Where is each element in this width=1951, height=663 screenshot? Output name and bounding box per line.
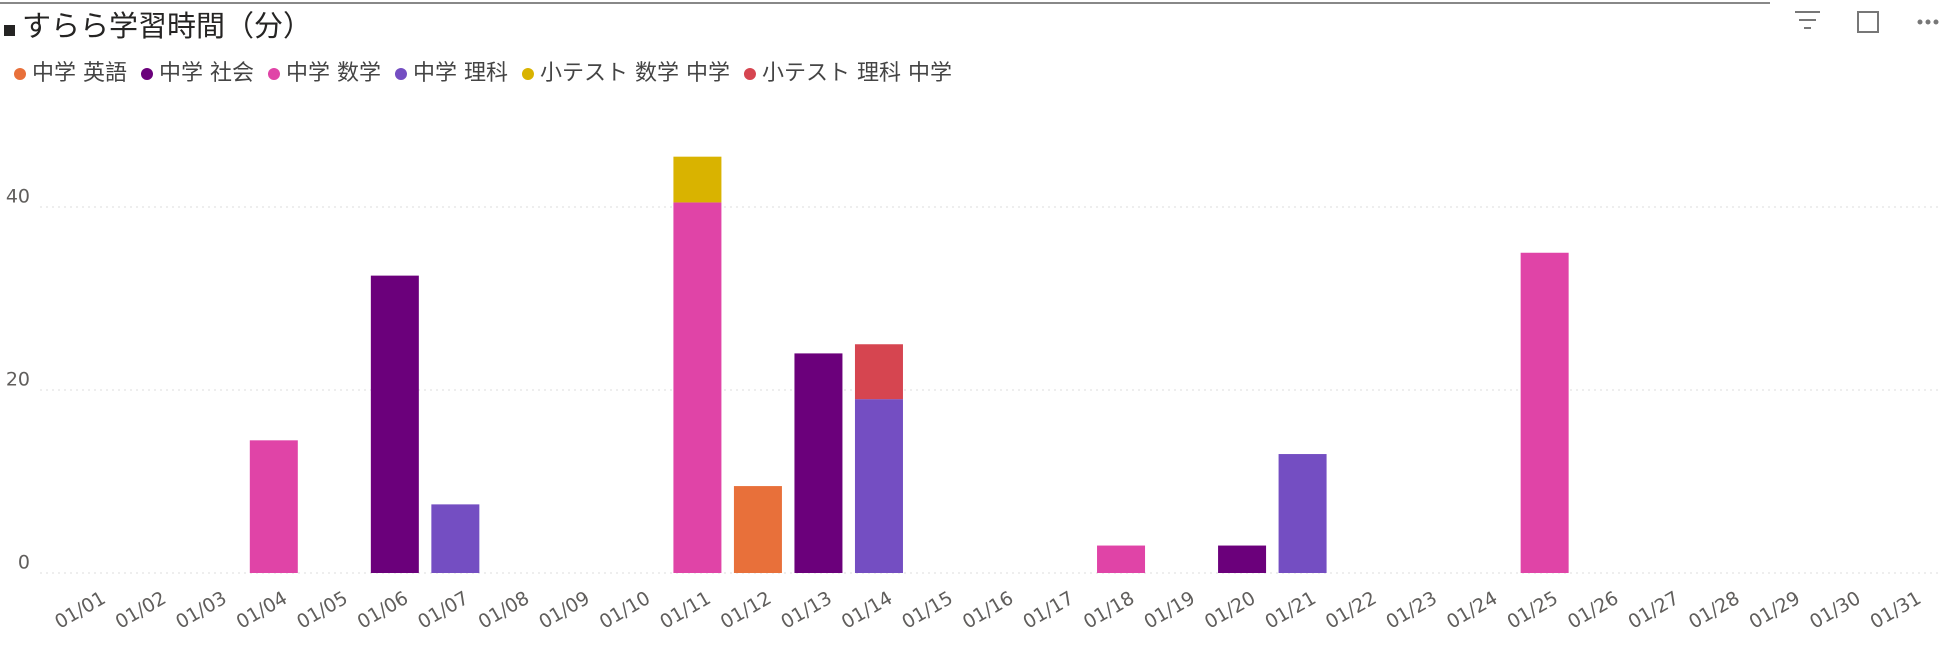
x-tick-label: 01/07 <box>414 587 472 633</box>
legend-label: 中学 英語 <box>32 61 127 86</box>
x-tick-label: 01/16 <box>959 587 1017 633</box>
x-tick-label: 01/24 <box>1443 587 1501 633</box>
x-tick-label: 01/19 <box>1140 587 1198 633</box>
y-tick-label: 40 <box>6 186 30 208</box>
legend-label: 中学 理科 <box>413 61 508 86</box>
bar-segment <box>249 440 298 573</box>
header-icons[interactable] <box>1795 11 1939 33</box>
bar-segment <box>1218 545 1267 573</box>
x-tick-label: 01/12 <box>717 587 775 633</box>
bar-segment <box>1520 252 1569 573</box>
bar-segment <box>733 486 782 573</box>
x-tick-label: 01/29 <box>1746 587 1804 633</box>
x-tick-label: 01/01 <box>51 587 109 633</box>
x-tick-label: 01/11 <box>656 587 714 633</box>
legend-marker <box>140 68 153 80</box>
x-tick-label: 01/23 <box>1382 587 1440 633</box>
x-tick-label: 01/20 <box>1201 587 1259 633</box>
bar-segment <box>794 353 843 573</box>
x-tick-label: 01/18 <box>1080 587 1138 633</box>
x-tick-label: 01/09 <box>535 587 593 633</box>
x-tick-label: 01/10 <box>596 587 654 633</box>
x-tick-label: 01/31 <box>1867 587 1925 633</box>
bar-segment <box>673 202 722 574</box>
x-tick-label: 01/13 <box>777 587 835 633</box>
title-icon <box>4 25 15 36</box>
legend-marker <box>394 68 407 80</box>
x-tick-label: 01/25 <box>1503 587 1561 633</box>
x-tick-label: 01/15 <box>898 587 956 633</box>
y-tick-label: 0 <box>18 552 30 574</box>
bar-segment <box>431 504 480 573</box>
legend-marker <box>521 68 534 80</box>
legend-label: 中学 社会 <box>159 61 254 86</box>
x-tick-label: 01/04 <box>233 587 291 633</box>
bar-segment <box>1278 454 1327 573</box>
x-tick-label: 01/02 <box>112 587 170 633</box>
legend-marker <box>267 68 280 80</box>
x-tick-label: 01/06 <box>354 587 412 633</box>
x-tick-label: 01/28 <box>1685 587 1743 633</box>
bar-segment <box>854 344 903 400</box>
x-tick-label: 01/05 <box>293 587 351 633</box>
chart-title: すらら学習時間（分） <box>22 9 312 43</box>
x-tick-label: 01/03 <box>172 587 230 633</box>
legend-label: 中学 数学 <box>286 61 381 86</box>
y-tick-label: 20 <box>6 369 30 391</box>
x-tick-label: 01/08 <box>475 587 533 633</box>
bar-segment <box>1097 545 1146 573</box>
bar-segment <box>854 399 903 573</box>
x-tick-label: 01/14 <box>838 587 896 633</box>
legend-marker <box>14 68 26 80</box>
legend-marker <box>743 68 756 80</box>
x-tick-label: 01/26 <box>1564 587 1622 633</box>
x-tick-label: 01/17 <box>1019 587 1077 633</box>
x-tick-label: 01/30 <box>1806 587 1864 633</box>
bar-segment <box>673 156 722 203</box>
legend-label: 小テスト 数学 中学 <box>540 61 730 86</box>
legend-label: 小テスト 理科 中学 <box>762 61 952 86</box>
x-tick-label: 01/21 <box>1261 587 1319 633</box>
bar-segment <box>370 275 419 573</box>
x-tick-label: 01/22 <box>1322 587 1380 633</box>
x-tick-label: 01/27 <box>1624 587 1682 633</box>
